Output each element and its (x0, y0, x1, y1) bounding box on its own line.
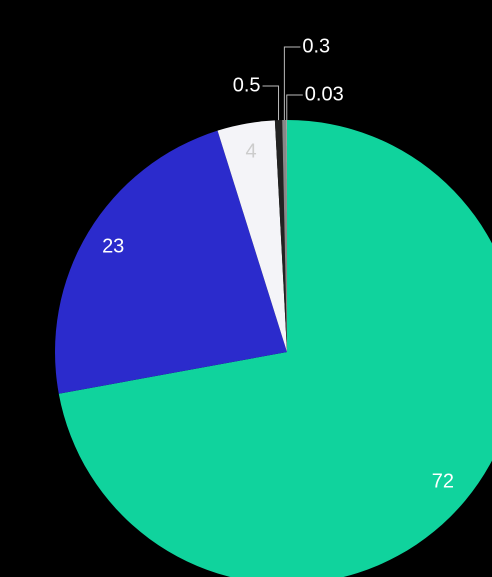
leader-line (283, 46, 301, 121)
slice-label: 0.3 (302, 35, 330, 57)
leader-line (262, 85, 280, 121)
pie-slice (282, 120, 287, 352)
slice-label: 4 (245, 140, 256, 162)
pie-slice (274, 120, 287, 352)
pie-slice (55, 130, 287, 394)
pie-slice (58, 120, 492, 577)
slice-label: 0.5 (233, 74, 261, 96)
slice-label: 72 (432, 470, 454, 492)
slice-label: 23 (102, 235, 124, 257)
slice-label: 0.03 (305, 83, 344, 105)
leader-line (286, 94, 303, 121)
pie-slice (217, 120, 287, 352)
